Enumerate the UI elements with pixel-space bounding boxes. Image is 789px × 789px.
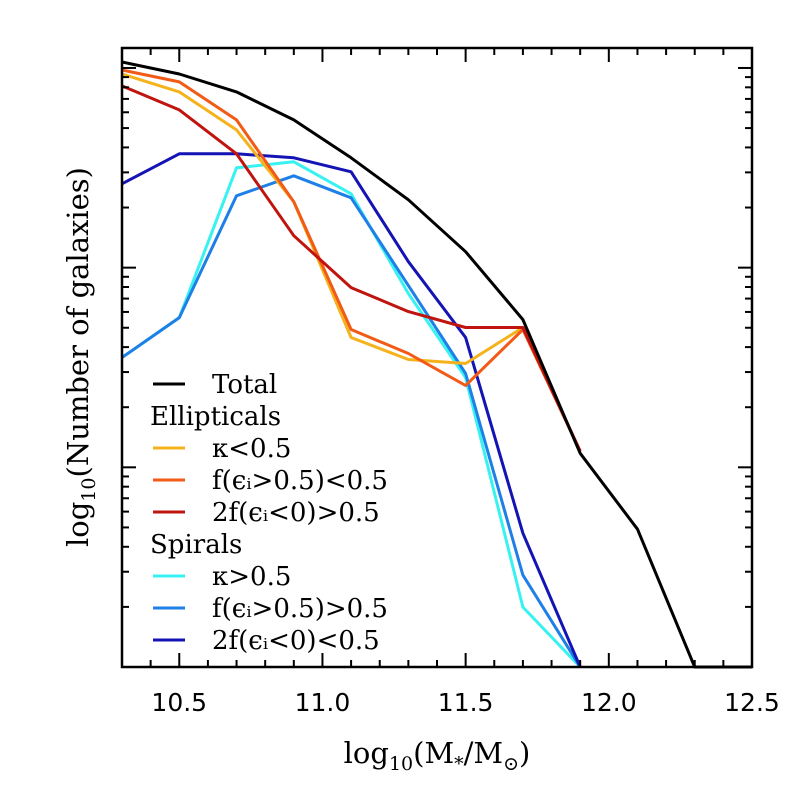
legend-label-ell-2f: 2f(ϵᵢ<0)>0.5 [212, 498, 380, 528]
ticks-layer: 10.5 11.0 11.5 12.0 12.5 [121, 48, 780, 717]
series-line-total [121, 60, 752, 669]
x-label-sub: 10 [389, 753, 413, 775]
x-axis-label: log10(M*/M⊙) [344, 736, 531, 775]
x-tick-label: 12.0 [581, 688, 637, 717]
x-tick-label: 12.5 [724, 688, 780, 717]
legend-label-ell-kappa: κ<0.5 [212, 434, 291, 464]
series-line-sp-f [121, 174, 582, 668]
x-label-sub-star: * [454, 753, 464, 775]
series-line-ell-kappa [121, 72, 582, 452]
plot-frame [120, 46, 754, 669]
x-tick-label: 10.5 [151, 688, 207, 717]
x-tick-label: 11.0 [295, 688, 351, 717]
legend-label-sp-f: f(ϵᵢ>0.5)>0.5 [212, 594, 388, 624]
legend-header-ellipticals: Ellipticals [150, 402, 281, 432]
x-label-slash: /M [464, 736, 503, 770]
legend: TotalEllipticalsκ<0.5f(ϵᵢ>0.5)<0.52f(ϵᵢ<… [150, 370, 388, 656]
x-label-open: (M [413, 736, 454, 770]
series-line-ell-2f [121, 84, 582, 452]
y-axis-label: log10(Number of galaxies) [61, 167, 100, 547]
series-line-sp-kappa [121, 160, 582, 669]
legend-label-sp-kappa: κ>0.5 [212, 562, 291, 592]
y-label-sub: 10 [78, 478, 100, 502]
y-label-rest: (Number of galaxies) [61, 167, 95, 478]
y-label-base: log [61, 502, 95, 547]
legend-label-total: Total [212, 370, 277, 400]
series-line-ell-f [121, 68, 582, 452]
x-tick-label: 11.5 [438, 688, 494, 717]
series-line-sp-2f [121, 152, 582, 668]
legend-label-ell-f: f(ϵᵢ>0.5)<0.5 [212, 466, 388, 496]
x-label-close: ) [519, 736, 530, 770]
legend-header-spirals: Spirals [150, 530, 242, 560]
x-label-sub-sun: ⊙ [503, 753, 519, 775]
legend-label-sp-2f: 2f(ϵᵢ<0)<0.5 [212, 626, 380, 656]
series-layer [121, 60, 752, 669]
x-label-base: log [344, 736, 389, 770]
